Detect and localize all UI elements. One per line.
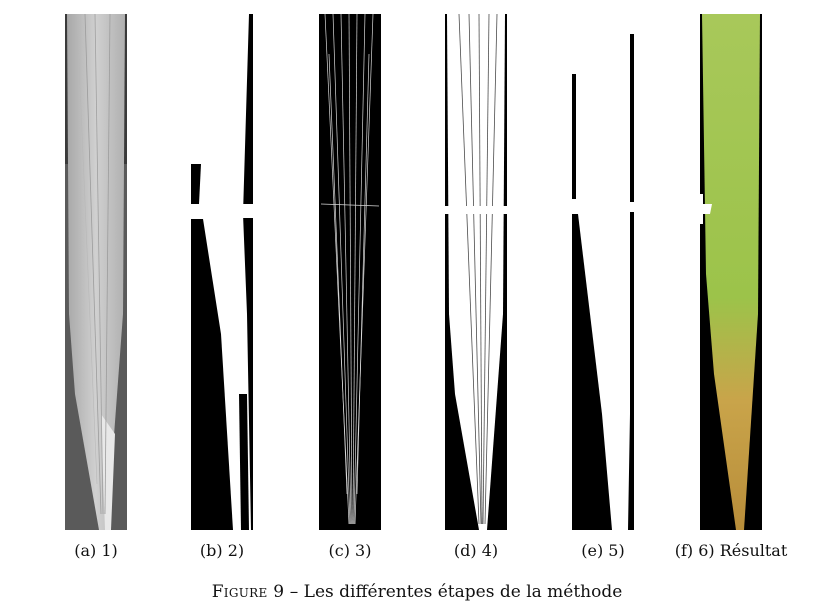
panel-caption-e: (e) 5) [581, 541, 625, 560]
texture-image-4 [445, 14, 507, 530]
panel-caption-a: (a) 1) [74, 541, 118, 560]
panel-caption-c: (c) 3) [328, 541, 372, 560]
panel-c-edges [319, 14, 381, 530]
mask-image-2 [191, 14, 253, 530]
panel-b-mask [191, 14, 253, 530]
figure-separator: – [289, 582, 299, 602]
panel-caption-f: (f) 6) Résultat [674, 541, 788, 560]
panel-d-texture [445, 14, 507, 530]
result-leaf-image [700, 14, 762, 530]
mask-image-5 [572, 14, 634, 530]
figure-label: Figure 9 [211, 582, 285, 602]
panel-f-result [700, 14, 762, 530]
grayscale-leaf-image [65, 14, 127, 530]
panel-caption-b: (b) 2) [199, 541, 245, 560]
edge-image-3 [319, 14, 381, 530]
panel-a-grayscale [65, 14, 127, 530]
panel-e-final-mask [572, 14, 634, 530]
figure-text: Les différentes étapes de la méthode [303, 582, 623, 602]
panel-caption-d: (d) 4) [453, 541, 499, 560]
figure-caption: Figure 9 – Les différentes étapes de la … [0, 582, 834, 602]
